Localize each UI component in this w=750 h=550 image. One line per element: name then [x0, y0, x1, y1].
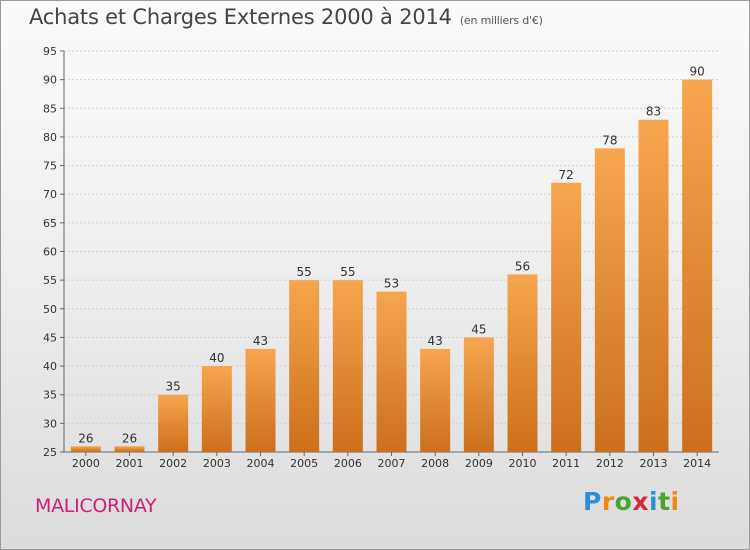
- bar: [245, 348, 276, 452]
- y-tick-label: 40: [43, 360, 57, 373]
- units-subtitle: (en milliers d'€): [459, 14, 543, 27]
- y-tick-label: 60: [43, 246, 57, 259]
- data-label: 55: [340, 265, 355, 279]
- bar: [507, 274, 538, 452]
- x-tick-label: 2011: [552, 457, 580, 470]
- x-tick-label: 2005: [290, 457, 318, 470]
- y-tick-label: 90: [43, 74, 57, 87]
- data-label: 43: [428, 334, 443, 348]
- x-tick-label: 2002: [159, 457, 187, 470]
- y-tick-label: 95: [43, 45, 57, 58]
- y-tick-label: 25: [43, 446, 57, 459]
- bar: [420, 348, 451, 452]
- x-tick-label: 2007: [378, 457, 406, 470]
- data-label: 55: [297, 265, 312, 279]
- logo-letter: i: [670, 487, 680, 516]
- data-label: 90: [690, 65, 705, 79]
- data-label: 45: [471, 322, 486, 336]
- bar: [70, 446, 101, 452]
- data-label: 35: [166, 380, 181, 394]
- bar: [289, 280, 320, 452]
- x-tick-label: 2014: [683, 457, 711, 470]
- bar: [158, 394, 189, 452]
- bar: [638, 119, 669, 452]
- data-label: 83: [646, 105, 661, 119]
- y-tick-label: 70: [43, 188, 57, 201]
- x-axis-ticks: 2000 2001 2002 2003 2004 2005 2006 2007 2008 2009…: [72, 452, 711, 470]
- logo-letter: i: [649, 487, 659, 516]
- data-label: 26: [122, 431, 137, 445]
- data-label: 40: [209, 351, 224, 365]
- y-tick-label: 80: [43, 131, 57, 144]
- bar: [376, 291, 407, 452]
- logo-letter: P: [583, 487, 602, 516]
- data-label: 72: [559, 168, 574, 182]
- bar: [594, 148, 625, 452]
- y-tick-label: 45: [43, 331, 57, 344]
- x-tick-label: 2003: [203, 457, 231, 470]
- bar: [682, 79, 713, 453]
- logo-letter: o: [614, 487, 633, 516]
- bar: [332, 280, 363, 452]
- logo-letter: r: [601, 487, 615, 516]
- bar: [114, 446, 145, 452]
- data-label: 78: [602, 133, 617, 147]
- logo-letter: x: [632, 487, 649, 516]
- y-tick-label: 75: [43, 160, 57, 173]
- x-tick-label: 2001: [116, 457, 144, 470]
- data-label: 53: [384, 277, 399, 291]
- logo-letter: t: [658, 487, 671, 516]
- title-text: Achats et Charges Externes 2000 à 2014: [29, 5, 452, 29]
- proxiti-logo: Proxiti: [583, 487, 680, 516]
- commune-name: MALICORNAY: [35, 495, 157, 517]
- y-tick-label: 85: [43, 102, 57, 115]
- bar: [551, 182, 582, 452]
- bar: [463, 337, 494, 452]
- data-label: 56: [515, 259, 530, 273]
- y-tick-label: 35: [43, 389, 57, 402]
- bar: [201, 366, 232, 452]
- x-tick-label: 2008: [421, 457, 449, 470]
- y-tick-label: 30: [43, 417, 57, 430]
- y-axis-ticks: 25 30 35 40 45 50 55 60 65 70 75 80 85 90 95: [43, 45, 64, 459]
- y-tick-label: 50: [43, 303, 57, 316]
- x-tick-label: 2010: [509, 457, 537, 470]
- bars: 26 26 35 40 43 55 55 53 43 45 56 72 78 83 90: [70, 65, 713, 453]
- chart-title: Achats et Charges Externes 2000 à 2014 (e…: [29, 5, 543, 29]
- x-tick-label: 2012: [596, 457, 624, 470]
- y-tick-label: 55: [43, 274, 57, 287]
- x-tick-label: 2006: [334, 457, 362, 470]
- x-tick-label: 2004: [247, 457, 275, 470]
- data-label: 43: [253, 334, 268, 348]
- x-tick-label: 2013: [640, 457, 668, 470]
- x-tick-label: 2009: [465, 457, 493, 470]
- data-label: 26: [78, 431, 93, 445]
- y-tick-label: 65: [43, 217, 57, 230]
- x-tick-label: 2000: [72, 457, 100, 470]
